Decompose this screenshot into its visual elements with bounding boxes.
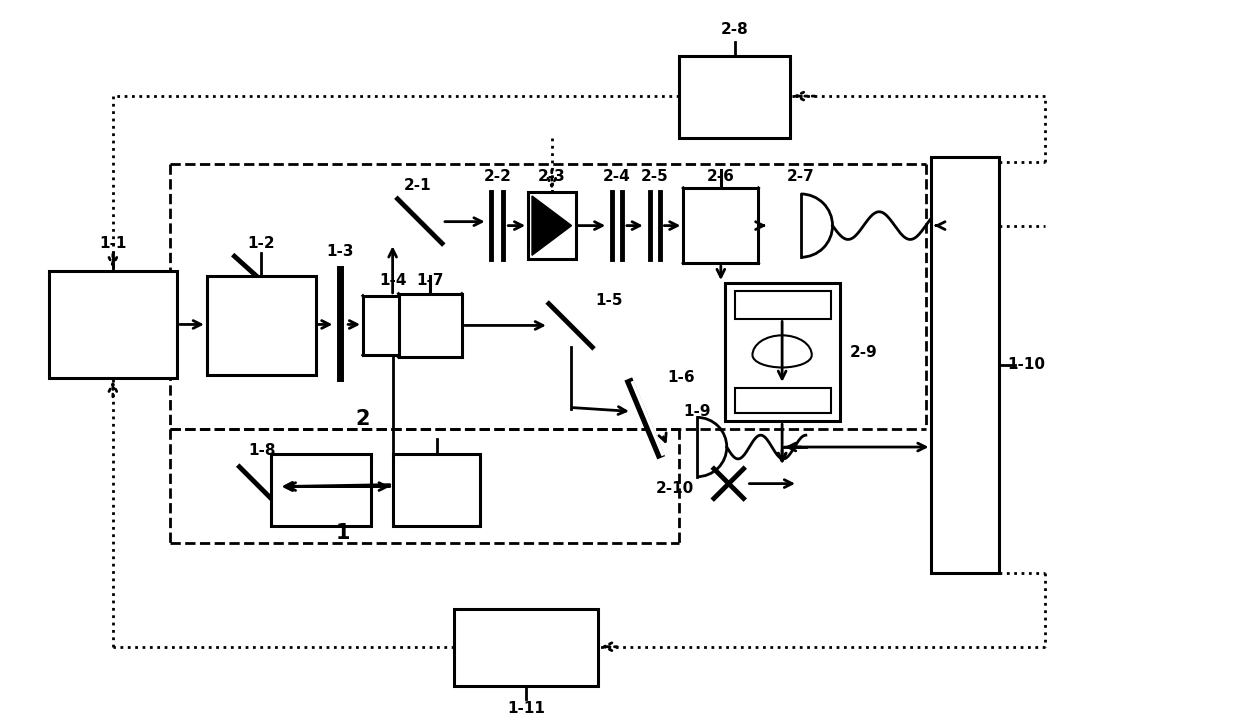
- Text: 1: 1: [336, 523, 351, 543]
- Text: 2: 2: [356, 409, 370, 430]
- Bar: [363, 296, 422, 355]
- Bar: [207, 276, 316, 375]
- Text: 2-5: 2-5: [641, 169, 669, 183]
- Text: 2-9: 2-9: [850, 344, 877, 360]
- Text: 2-4: 2-4: [603, 169, 631, 183]
- Text: 2-1: 2-1: [404, 178, 431, 193]
- Bar: [399, 294, 462, 357]
- Bar: [735, 388, 830, 414]
- Text: 2-10: 2-10: [655, 481, 694, 496]
- Bar: [528, 192, 575, 259]
- Text: 2-3: 2-3: [538, 169, 566, 183]
- Text: 2-6: 2-6: [707, 169, 735, 183]
- Text: 1-2: 1-2: [248, 236, 275, 251]
- Text: 1-1: 1-1: [99, 236, 126, 251]
- Text: 1-6: 1-6: [668, 371, 695, 385]
- Text: 1-7: 1-7: [416, 274, 444, 288]
- Bar: [735, 291, 830, 319]
- Text: 2-8: 2-8: [721, 23, 748, 37]
- Text: 1-11: 1-11: [507, 700, 545, 716]
- Text: 2-7: 2-7: [787, 169, 815, 183]
- Bar: [453, 609, 598, 687]
- Text: 1-9: 1-9: [684, 404, 711, 419]
- Text: 1-4: 1-4: [379, 274, 406, 288]
- Bar: [393, 454, 479, 526]
- Bar: [271, 454, 370, 526]
- Bar: [679, 55, 790, 138]
- Bar: [683, 188, 758, 263]
- Text: 1-5: 1-5: [595, 293, 623, 308]
- Text: 1-8: 1-8: [248, 443, 276, 459]
- Text: 1-10: 1-10: [1007, 357, 1046, 373]
- Polygon shape: [532, 196, 571, 256]
- Bar: [932, 157, 999, 573]
- Text: 1-3: 1-3: [327, 244, 354, 259]
- Text: 2-2: 2-2: [483, 169, 512, 183]
- Bar: [48, 271, 177, 378]
- Bar: [725, 283, 840, 422]
